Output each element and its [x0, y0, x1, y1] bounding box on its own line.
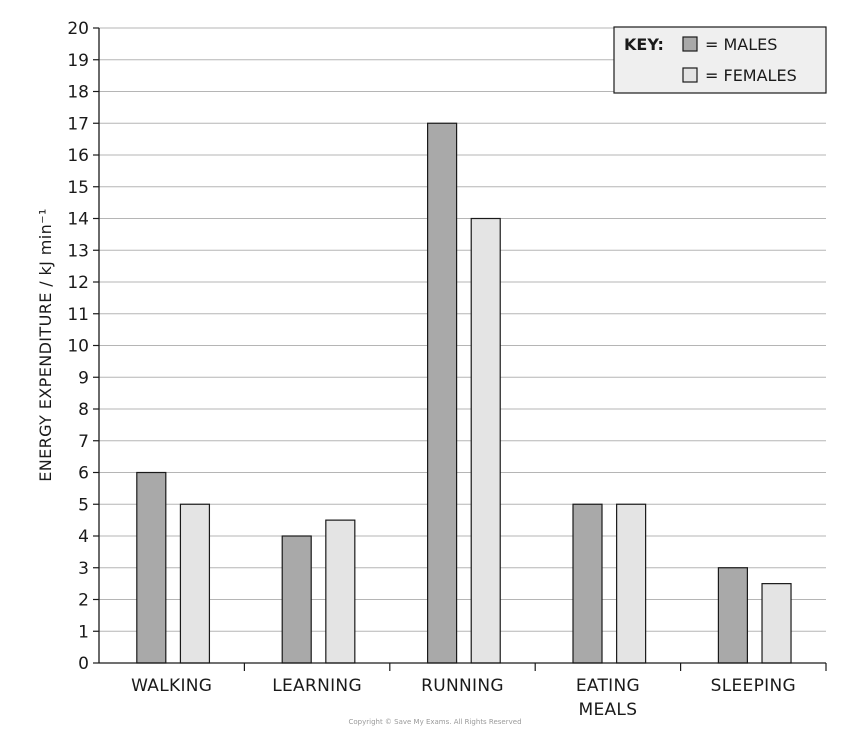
legend-swatch-females — [682, 67, 698, 83]
x-tick-label: EATING — [576, 676, 640, 696]
y-tick-label: 9 — [78, 368, 89, 388]
grid-lines — [99, 27, 826, 632]
y-tick-label: 15 — [67, 178, 89, 198]
y-tick-label: 8 — [78, 400, 89, 420]
y-tick-label: 13 — [67, 241, 89, 261]
bars — [136, 122, 792, 664]
y-tick-label: 12 — [67, 273, 89, 293]
bar-male — [572, 503, 603, 664]
x-tick-label: LEARNING — [272, 676, 362, 696]
y-tick-label: 6 — [78, 464, 89, 484]
legend-title: KEY: — [624, 35, 664, 54]
y-tick-label: 5 — [78, 495, 89, 515]
bar-male — [281, 535, 312, 664]
legend: KEY: = MALES = FEMALES — [613, 26, 827, 94]
bar-female — [470, 217, 501, 664]
bar-male — [717, 567, 749, 664]
y-tick-label: 0 — [78, 654, 89, 674]
legend-box — [613, 26, 827, 94]
y-tick-label: 14 — [67, 210, 89, 230]
x-tick-label: WALKING — [131, 676, 212, 696]
legend-label-females: = FEMALES — [705, 66, 797, 85]
x-tick-label: SLEEPING — [711, 676, 796, 696]
y-tick-label: 3 — [78, 559, 89, 579]
y-tick-label: 18 — [67, 83, 89, 103]
x-tick-label: RUNNING — [421, 676, 504, 696]
legend-swatch-males — [682, 36, 698, 52]
y-tick-label: 19 — [67, 51, 89, 71]
y-axis-label: ENERGY EXPENDITURE / kJ min⁻¹ — [36, 208, 55, 482]
y-tick-label: 17 — [67, 114, 89, 134]
y-tick-label: 11 — [67, 305, 89, 325]
bar-female — [761, 583, 792, 664]
y-tick-label: 10 — [67, 337, 89, 357]
bar-female — [616, 503, 647, 664]
y-tick-label: 16 — [67, 146, 89, 166]
y-tick-label: 20 — [67, 19, 89, 39]
y-tick-label: 7 — [78, 432, 89, 452]
y-tick-label: 1 — [78, 622, 89, 642]
y-tick-label: 4 — [78, 527, 89, 547]
y-tick-label: 2 — [78, 591, 89, 611]
bar-male — [427, 122, 458, 664]
bar-male — [136, 471, 167, 664]
x-tick-labels: WALKING LEARNING RUNNING EATING MEALS SLEEPIN… — [131, 663, 827, 720]
bar-female — [179, 503, 211, 664]
bar-female — [325, 519, 356, 664]
copyright-notice: Copyright © Save My Exams. All Rights Re… — [348, 718, 521, 726]
legend-label-males: = MALES — [705, 35, 777, 54]
x-tick-label: MEALS — [578, 700, 637, 720]
